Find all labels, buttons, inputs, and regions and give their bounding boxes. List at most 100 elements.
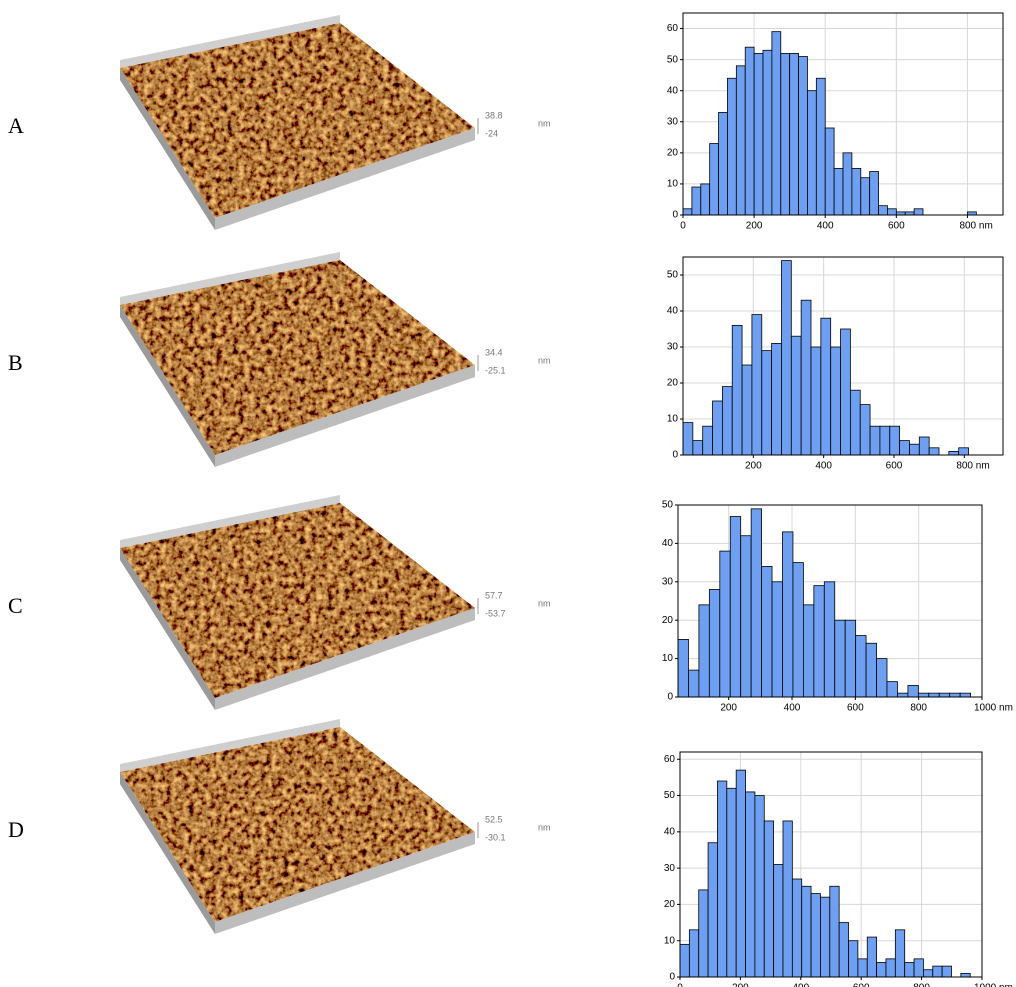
y-tick-label: 30 [667,116,679,127]
afm-image [120,719,478,934]
bar [736,66,745,215]
bar [801,300,811,455]
bar [919,437,929,455]
afm-z-max: 52.5 [485,814,503,824]
bar [816,78,825,215]
x-tick-label: 800 [913,983,930,987]
bar [870,171,879,215]
panel-label: D [8,817,24,842]
bar [772,582,782,697]
bar [745,47,754,215]
x-tick-label: 600 [886,461,903,472]
y-tick-label: 20 [662,615,674,626]
afm-z-max: 38.8 [485,110,503,120]
bar [961,973,970,977]
y-tick-label: 0 [672,450,678,461]
bar [793,563,803,697]
x-tick-label: 400 [817,221,834,232]
figure: A38.8-24nmB34.4-25.1nmC57.7-53.7nmD52.5-… [0,0,1016,987]
bar [790,53,799,215]
afm-z-min: -53.7 [485,608,506,618]
bar [890,426,900,455]
bar [825,128,834,215]
bar [693,441,703,455]
bar [732,325,742,455]
bar [807,91,816,215]
bar [692,187,701,215]
x-tick-label: 0 [677,983,683,987]
bar [772,343,782,455]
x-tick-label: 400 [784,703,801,714]
y-tick-label: 30 [662,576,674,587]
bar [762,351,772,455]
afm-z-min: -30.1 [485,832,506,842]
x-tick-label: 1000 nm [974,703,1013,714]
bar [877,659,887,697]
bar [887,209,896,215]
bar [814,586,824,697]
bar [709,589,719,697]
x-tick-label: 400 [815,461,832,472]
x-tick-label: 800 [910,703,927,714]
bar [905,962,914,977]
panel-label: C [8,593,23,618]
bar [887,682,897,697]
bar [929,448,939,455]
bar [720,551,730,697]
bar [719,112,728,215]
x-tick-label: 800 nm [959,221,992,232]
bar [860,405,870,455]
bar [727,78,736,215]
bar [866,643,876,697]
y-tick-label: 20 [664,899,676,910]
x-tick-label: 0 [680,221,686,232]
bar [683,209,692,215]
bar [751,509,761,697]
bar [703,426,713,455]
y-tick-label: 30 [667,342,679,353]
afm-image [120,495,478,710]
afm-z-unit: nm [538,355,551,365]
y-tick-label: 50 [667,54,679,65]
bar [821,318,831,455]
x-tick-label: 200 [732,983,749,987]
bar [845,620,855,697]
bar [799,57,808,215]
bar [939,693,949,697]
x-tick-label: 800 nm [956,461,989,472]
x-tick-label: 200 [746,221,763,232]
y-tick-label: 40 [667,306,679,317]
bar [835,620,845,697]
bar [699,890,708,977]
bar [839,923,848,977]
bar [811,347,821,455]
y-tick-label: 40 [664,826,676,837]
x-tick-label: 600 [847,703,864,714]
x-tick-label: 600 [853,983,870,987]
panel-label: B [8,350,23,375]
bar [680,944,689,977]
y-tick-label: 20 [667,147,679,158]
y-tick-label: 50 [662,500,674,511]
bar [831,347,841,455]
afm-z-unit: nm [538,118,551,128]
bar [959,448,969,455]
bar [717,781,726,977]
bar [843,153,852,215]
bar [764,821,773,977]
bar [834,168,843,215]
afm-z-max: 57.7 [485,590,503,600]
bar [820,897,829,977]
bar [879,206,888,215]
bar [741,536,751,697]
bar [849,941,858,977]
bar [858,959,867,977]
bar [852,168,861,215]
bar [710,144,719,215]
y-tick-label: 10 [664,935,676,946]
bar [722,387,732,455]
x-tick-label: 1000 nm [974,983,1013,987]
afm-image [120,252,478,467]
y-tick-label: 50 [664,790,676,801]
bar [772,32,781,215]
